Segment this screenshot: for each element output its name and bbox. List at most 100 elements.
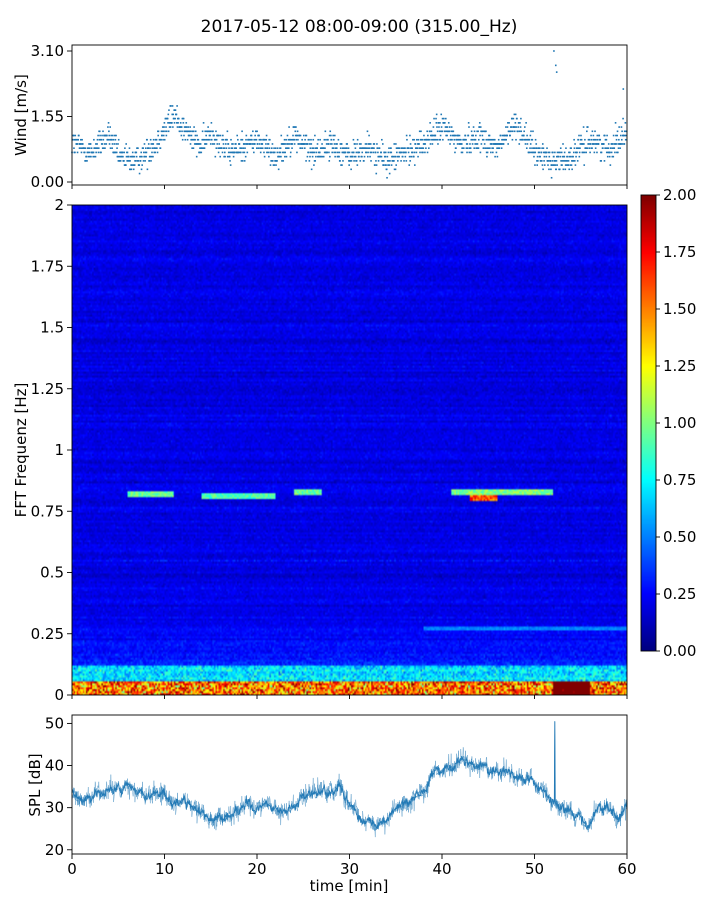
wind-point [81, 143, 84, 145]
wind-point [429, 130, 431, 133]
wind-point [210, 122, 213, 124]
wind-point [77, 138, 79, 141]
wind-point [486, 155, 488, 158]
wind-point [533, 147, 536, 149]
wind-point [540, 151, 543, 154]
wind-point [205, 134, 207, 137]
wind-point [423, 134, 425, 137]
wind-point [620, 126, 623, 128]
wind-point [257, 147, 260, 149]
wind-point [577, 138, 580, 141]
wind-point [492, 151, 494, 154]
wind-point [493, 138, 495, 141]
wind-point [74, 134, 77, 137]
wind-point [203, 147, 206, 149]
wind-panel: 0.00 1.55 3.10 Wind [m/s] [12, 42, 628, 191]
wind-point [315, 151, 317, 154]
spl-x-tick-label: 60 [617, 860, 636, 878]
wind-point [461, 147, 464, 149]
wind-point [526, 143, 529, 145]
wind-point [424, 151, 426, 154]
wind-point [582, 151, 585, 154]
wind-point [199, 151, 202, 154]
wind-point [361, 151, 364, 154]
wind-point [148, 160, 151, 162]
wind-point [618, 126, 620, 128]
wind-point [187, 126, 190, 128]
wind-point [520, 130, 523, 133]
wind-point [142, 160, 145, 162]
wind-point [355, 151, 358, 154]
wind-point [477, 147, 480, 149]
wind-point [191, 147, 193, 149]
wind-point [374, 164, 376, 166]
wind-point [377, 160, 380, 162]
wind-point [595, 143, 598, 145]
wind-point [214, 155, 217, 158]
wind-point [376, 147, 379, 149]
wind-point [471, 138, 474, 141]
wind-point [586, 147, 589, 149]
wind-point [335, 143, 337, 145]
wind-point [444, 126, 447, 128]
spl-y-tick-label: 30 [45, 799, 64, 817]
wind-point [76, 151, 79, 154]
wind-point [440, 113, 443, 116]
wind-point [228, 155, 231, 158]
wind-point [127, 160, 129, 162]
spl-y-tick-label: 20 [45, 841, 64, 859]
wind-point [608, 155, 611, 158]
wind-point [161, 126, 164, 128]
wind-point [595, 138, 597, 141]
spl-y-axis: 20 30 40 50 [45, 714, 72, 859]
wind-point [314, 134, 316, 137]
wind-point [415, 138, 418, 141]
wind-point [227, 151, 230, 154]
wind-point [237, 138, 239, 141]
wind-point [621, 130, 623, 133]
wind-point [215, 138, 218, 141]
wind-point [298, 134, 301, 137]
wind-point [111, 143, 114, 145]
wind-point [137, 147, 139, 149]
wind-point [125, 155, 128, 158]
wind-point [190, 130, 192, 133]
wind-point [515, 126, 518, 128]
wind-point [146, 138, 148, 141]
wind-point [561, 155, 564, 158]
wind-point [299, 134, 302, 137]
wind-point [393, 168, 396, 171]
wind-point [191, 130, 194, 133]
wind-point [547, 160, 550, 162]
wind-point [476, 130, 478, 133]
wind-point [490, 138, 493, 141]
wind-point [552, 164, 555, 166]
wind-point [588, 138, 591, 141]
wind-point [168, 126, 171, 128]
wind-point [202, 138, 205, 141]
wind-point [534, 138, 537, 141]
wind-point [473, 147, 476, 149]
wind-point [240, 160, 243, 162]
wind-point [542, 168, 544, 171]
wind-point [313, 164, 315, 166]
wind-point [179, 122, 182, 124]
wind-point [223, 155, 225, 158]
wind-point [221, 151, 224, 154]
wind-point [335, 147, 338, 149]
wind-point [438, 130, 441, 133]
wind-point [277, 168, 280, 171]
wind-point [596, 134, 599, 137]
wind-point [368, 143, 371, 145]
wind-point [370, 151, 373, 154]
wind-point [564, 164, 567, 166]
wind-point [453, 138, 456, 141]
wind-point [624, 122, 627, 124]
wind-point [326, 151, 329, 154]
wind-point [205, 143, 208, 145]
wind-point [434, 138, 437, 141]
wind-point [366, 130, 369, 133]
wind-point [287, 147, 289, 149]
wind-point [133, 155, 136, 158]
wind-point [252, 147, 254, 149]
